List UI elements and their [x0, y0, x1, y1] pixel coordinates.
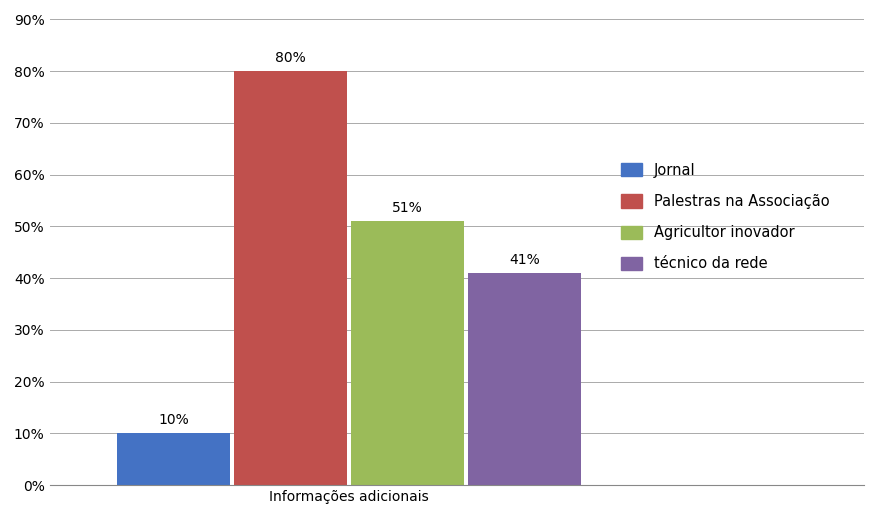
Text: 41%: 41%: [509, 253, 540, 267]
Text: 51%: 51%: [392, 201, 423, 215]
Bar: [117, 434, 229, 485]
Text: 80%: 80%: [276, 51, 306, 65]
Bar: [469, 273, 581, 485]
Legend: Jornal, Palestras na Associação, Agricultor inovador, técnico da rede: Jornal, Palestras na Associação, Agricul…: [614, 157, 836, 277]
Bar: [351, 221, 464, 485]
Bar: [235, 71, 347, 485]
Text: 10%: 10%: [158, 413, 189, 427]
